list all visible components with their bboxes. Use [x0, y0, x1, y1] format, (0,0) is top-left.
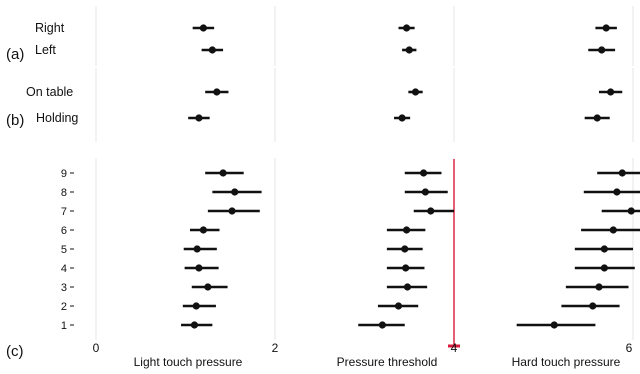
data-point [199, 226, 207, 234]
x-tick-label: 2 [272, 341, 279, 355]
data-point [204, 283, 212, 291]
row-label: Right [35, 21, 65, 35]
data-point [208, 46, 216, 54]
data-point [402, 24, 411, 32]
data-point [595, 283, 603, 291]
panel-title: Hard touch pressure [512, 355, 621, 369]
row-label: 5 [61, 244, 67, 256]
data-point [394, 302, 403, 310]
x-tick-label: 6 [626, 341, 633, 355]
data-point [231, 188, 239, 196]
data-point [401, 245, 409, 253]
x-tick-label: 0 [93, 341, 100, 355]
row-label: 4 [61, 263, 67, 275]
data-point [403, 283, 412, 291]
reference-line [448, 159, 460, 348]
data-point [199, 24, 207, 32]
data-point [427, 207, 435, 215]
x-tick-label: 4 [451, 341, 458, 355]
row-labels: Right Left On table Holding 9 8 7 6 5 4 3 2 1 [26, 21, 78, 332]
panel-titles: Light touch pressure Pressure threshold Ha… [134, 355, 621, 369]
data-point [193, 245, 201, 253]
data-point [419, 169, 428, 177]
gridlines [95, 6, 634, 340]
panel-title: Pressure threshold [337, 355, 438, 369]
data-point [600, 245, 608, 253]
row-label: 2 [61, 301, 67, 313]
data-point [195, 264, 203, 272]
row-label: 1 [61, 320, 67, 332]
data-point [405, 46, 413, 54]
data-point [378, 321, 386, 329]
error-bars [181, 26, 640, 327]
data-points [190, 24, 635, 329]
data-point [609, 226, 617, 234]
group-label: (a) [6, 46, 24, 63]
row-label: Holding [36, 111, 78, 125]
data-point [618, 169, 626, 177]
row-label: 3 [61, 282, 67, 294]
data-point [593, 114, 601, 122]
data-point [598, 46, 606, 54]
data-point [190, 321, 199, 329]
row-label: 6 [61, 225, 67, 237]
data-point [589, 302, 597, 310]
row-label: 7 [61, 206, 67, 218]
data-point [613, 188, 621, 196]
data-point [219, 169, 227, 177]
row-label: 9 [61, 168, 67, 180]
data-point [228, 207, 236, 215]
group-labels: (a) (b) (c) [6, 46, 24, 360]
panel-title: Light touch pressure [134, 355, 243, 369]
data-point [213, 88, 221, 96]
data-point [602, 24, 610, 32]
data-point [192, 302, 200, 310]
data-point [550, 321, 558, 329]
data-point [402, 264, 410, 272]
data-point [411, 88, 420, 96]
row-label: Left [35, 43, 56, 57]
group-label: (b) [6, 112, 24, 129]
x-axis: 0 2 4 6 [93, 341, 633, 355]
group-label: (c) [6, 343, 24, 360]
data-point [627, 207, 635, 215]
data-point [607, 88, 615, 96]
data-point [398, 114, 406, 122]
data-point [402, 226, 411, 234]
data-point [195, 114, 203, 122]
data-point [600, 264, 608, 272]
row-label: 8 [61, 187, 67, 199]
row-label: On table [26, 85, 73, 99]
data-point [421, 188, 429, 196]
